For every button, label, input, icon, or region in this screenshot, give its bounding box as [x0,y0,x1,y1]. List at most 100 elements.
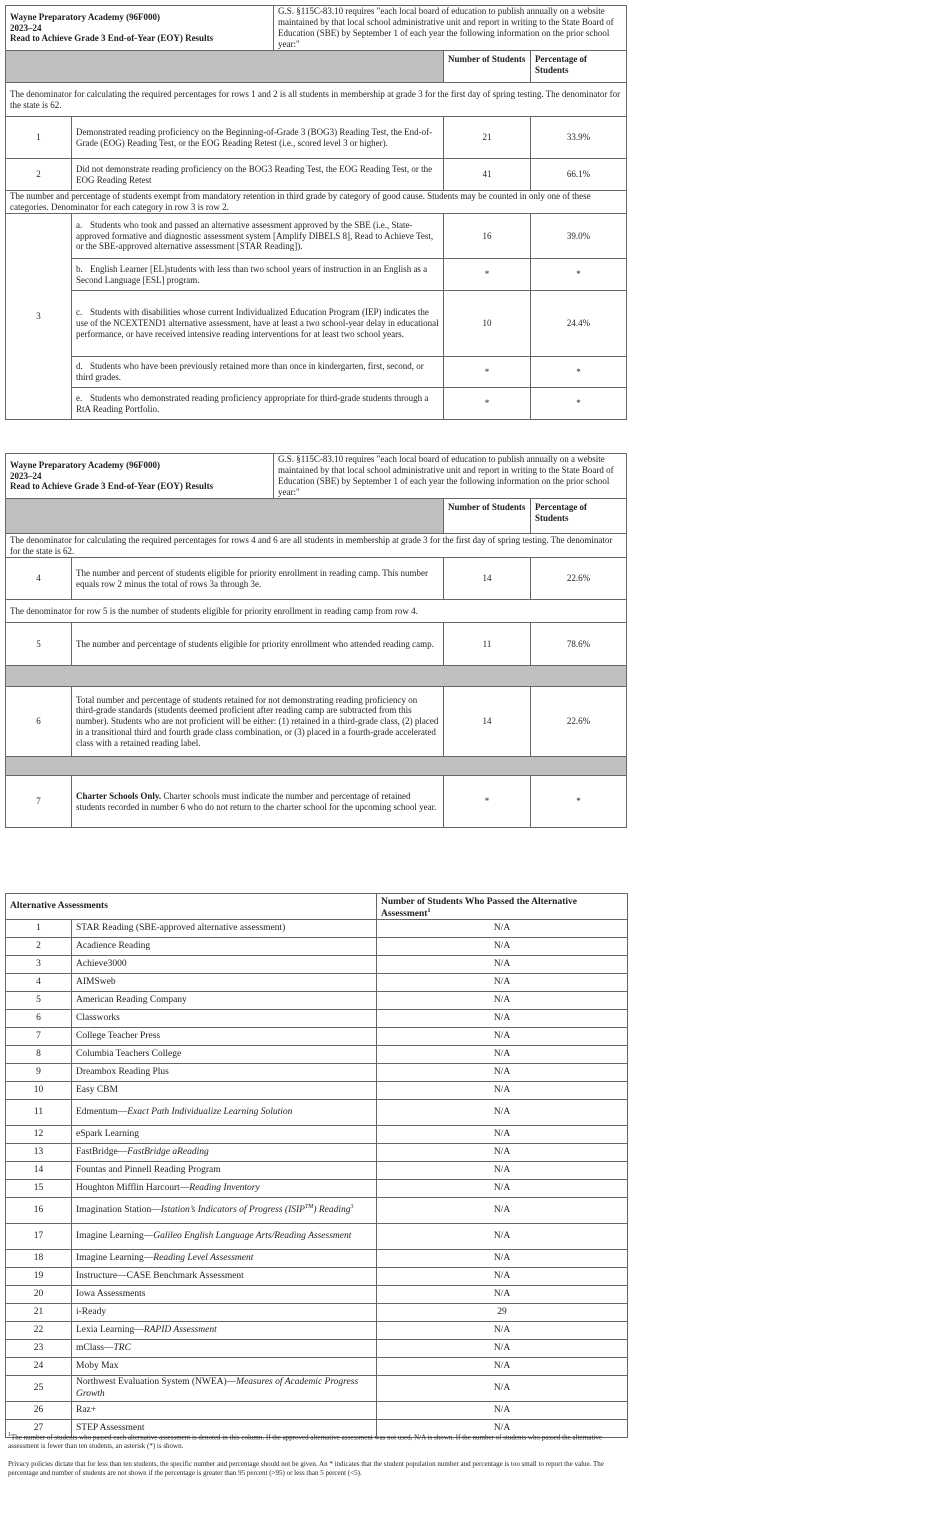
assessment-name: Iowa Assessments [76,1289,145,1300]
table-cell: 10 [444,291,531,357]
table-cell: 2 [6,159,72,191]
assessment-name: eSpark Learning [76,1129,139,1140]
footnote-mark: 1 [8,1432,11,1438]
report-title: Read to Achieve Grade 3 End-of-Year (EOY… [10,33,214,44]
assessment-name: Dreambox Reading Plus [76,1067,169,1078]
table-cell: N/A [377,1420,628,1438]
table-cell: 1 [6,920,72,938]
table-row: 4 The number and percent of students elig… [6,558,627,600]
school-name: Wayne Preparatory Academy (96F000) [10,459,161,470]
student-count: 41 [482,169,492,180]
name-part: RAPID Assessment [143,1324,217,1335]
name-part: mClass— [76,1342,114,1353]
table-row: 13 FastBridge—FastBridge aReading N/A [6,1144,628,1162]
table-row: The number and percentage of students ex… [6,191,627,214]
assessment-name: STAR Reading (SBE-approved alternative a… [76,923,285,934]
row-number: 6 [36,716,41,727]
table-row: 5 American Reading Company N/A [6,992,628,1010]
table-cell: 16 [6,1198,72,1224]
table-cell: * [531,776,627,828]
table-cell: 14 [6,1162,72,1180]
description-text: Students with disabilities whose current… [76,307,439,339]
passed-count: N/A [493,1012,511,1023]
table-cell: Imagination Station—Istation’s Indicator… [72,1198,377,1224]
row-number: 15 [33,1182,44,1193]
table-row: 25 Northwest Evaluation System (NWEA)—Mea… [6,1376,628,1402]
name-part: Imagination Station— [76,1205,161,1216]
row-number: 20 [33,1288,44,1299]
student-count: 16 [482,230,492,241]
table-row: 22 Lexia Learning—RAPID Assessment N/A [6,1322,628,1340]
table-cell: * [444,388,531,420]
report-title: Read to Achieve Grade 3 End-of-Year (EOY… [10,481,214,492]
name-part: i-Ready [76,1306,107,1317]
column-header: Number of Students [448,54,526,64]
student-percent: * [576,398,581,409]
name-part: AIMSweb [76,976,116,987]
table-cell: Moby Max [72,1358,377,1376]
table-cell: Did not demonstrate reading proficiency … [72,159,444,191]
description-text: Students who took and passed an alternat… [76,219,434,252]
description-text: The number and percent of students eligi… [76,567,428,589]
footnote: Privacy policies dictate that for less t… [8,1460,608,1478]
table-row: 21 i-Ready 29 [6,1304,628,1322]
row-number: 6 [36,1012,41,1023]
table-row: 6 Total number and percentage of students… [6,687,627,757]
table-cell: N/A [377,920,628,938]
table-row: 2 Acadience Reading N/A [6,938,628,956]
passed-count: N/A [493,1146,511,1157]
header-right: G.S. §115C-83.10 requires "each local bo… [274,6,627,51]
passed-count: N/A [493,1204,511,1215]
table-cell: Percentage of Students [531,51,627,83]
row-number: 24 [33,1360,44,1371]
table-cell: eSpark Learning [72,1126,377,1144]
row-number: 17 [33,1230,44,1241]
table-cell: 21 [444,117,531,159]
table-cell: 7 [6,776,72,828]
table-cell: d. Students who have been previously reta… [72,357,444,388]
row-number: 7 [36,1030,41,1041]
name-part: American Reading Company [76,994,187,1005]
student-count: * [484,796,490,807]
table-cell: 26 [6,1402,72,1420]
subrow: b. English Learner [EL]students with less… [72,259,627,291]
description-text: Did not demonstrate reading proficiency … [76,163,433,185]
passed-count: N/A [493,1342,511,1353]
name-part: FastBridge— [76,1146,128,1157]
statute-text: G.S. §115C-83.10 requires "each local bo… [278,454,614,497]
table-cell: Demonstrated reading proficiency on the … [72,117,444,159]
row-number: 13 [33,1146,44,1157]
table-cell: 20 [6,1286,72,1304]
row-number: 4 [36,976,41,987]
assessment-name: College Teacher Press [76,1031,160,1042]
passed-count: N/A [493,1230,511,1241]
table-cell: N/A [377,992,628,1010]
header-block: Wayne Preparatory Academy (96F000) 2023–2… [10,460,213,492]
sub-letter: e. [76,392,83,403]
subrows: a. Students who took and passed an altern… [72,214,627,420]
passed-count: N/A [493,1404,511,1415]
passed-count: N/A [493,1382,511,1393]
description-text: Demonstrated reading proficiency on the … [76,126,433,148]
header-row: Alternative Assessments Number of Student… [6,894,628,920]
table-cell: Dreambox Reading Plus [72,1064,377,1082]
assessment-name: Houghton Mifflin Harcourt—Reading Invent… [76,1183,260,1194]
note-text: The denominator for calculating the requ… [10,534,613,556]
table-cell: N/A [377,956,628,974]
table-row: 7 College Teacher Press N/A [6,1028,628,1046]
table-cell: 17 [6,1224,72,1250]
row-description: c. Students with disabilities whose curre… [76,307,439,339]
table-cell: N/A [377,1322,628,1340]
table-row: The denominator for row 5 is the number … [6,600,627,623]
table-cell: N/A [377,1100,628,1126]
name-part: Imagine Learning— [76,1230,154,1241]
name-part: Edmentum— [76,1106,128,1117]
header-right: G.S. §115C-83.10 requires "each local bo… [274,454,627,499]
student-count: 11 [482,638,492,649]
assessment-name: Columbia Teachers College [76,1049,181,1060]
table-cell: N/A [377,938,628,956]
description-text: English Learner [EL]students with less t… [76,263,428,285]
assessment-name: Imagination Station—Istation’s Indicator… [76,1204,354,1217]
student-count: 14 [482,573,492,584]
table-cell: American Reading Company [72,992,377,1010]
